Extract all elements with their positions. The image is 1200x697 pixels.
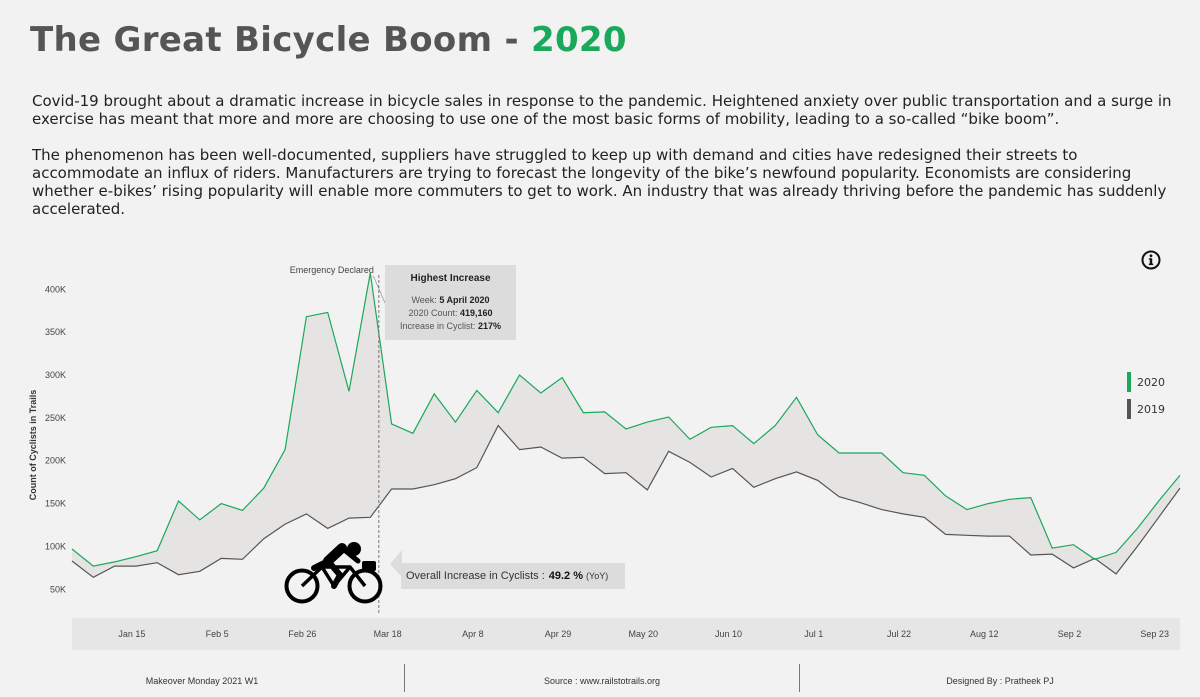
highest-week-value: 5 April 2020	[439, 295, 490, 305]
x-tick-label: Apr 29	[545, 629, 572, 639]
y-tick-label: 50K	[50, 584, 66, 594]
y-tick-label: 400K	[45, 284, 66, 294]
title-prefix: The Great Bicycle Boom -	[30, 20, 531, 60]
x-tick-label: Mar 18	[374, 629, 402, 639]
y-axis-label: Count of Cyclists in Trails	[28, 390, 38, 501]
overall-increase-callout: Overall Increase in Cyclists : 49.2 % (Y…	[401, 563, 625, 589]
footer-source: Source : www.railstotrails.org	[543, 676, 661, 686]
overall-increase-label: Overall Increase in Cyclists :	[406, 570, 545, 582]
chart: 50K 100K 150K 200K 250K 300K 350K 400K Count of…	[28, 265, 1181, 650]
y-tick-label: 200K	[45, 456, 66, 466]
highest-increase-leader	[372, 275, 386, 304]
page-title: The Great Bicycle Boom - 2020	[30, 20, 627, 60]
cyclist-icon	[284, 542, 383, 604]
footer-divider	[799, 664, 800, 692]
footer-makeover: Makeover Monday 2021 W1	[145, 676, 259, 686]
y-tick-label: 350K	[45, 327, 66, 337]
x-tick-label: Jul 1	[804, 629, 823, 639]
emergency-declared-label: Emergency Declared	[290, 265, 374, 275]
intro-paragraph-1: Covid-19 brought about a dramatic increa…	[32, 92, 1172, 128]
y-tick-label: 150K	[45, 499, 66, 509]
x-tick-label: Apr 8	[462, 629, 484, 639]
overall-increase-suffix: (YoY)	[586, 571, 609, 581]
highest-increase-value: 217%	[478, 321, 502, 331]
overall-increase-value: 49.2 %	[548, 570, 584, 582]
highest-week-label: Week:	[411, 295, 440, 305]
x-tick-label: May 20	[629, 629, 659, 639]
legend-swatch-2019	[1127, 399, 1131, 419]
footer: Makeover Monday 2021 W1 Source : www.rai…	[0, 660, 1200, 697]
x-tick-label: Jul 22	[887, 629, 911, 639]
x-tick-label: Feb 26	[288, 629, 316, 639]
x-tick-label: Aug 12	[970, 629, 999, 639]
footer-designer: Designed By : Pratheek PJ	[946, 676, 1054, 686]
x-tick-label: Sep 2	[1058, 629, 1082, 639]
y-tick-label: 100K	[45, 541, 66, 551]
difference-band	[72, 272, 1180, 578]
footer-divider	[404, 664, 405, 692]
x-tick-label: Feb 5	[206, 629, 229, 639]
highest-increase-callout: Highest Increase Week: 5 April 2020 2020…	[385, 265, 516, 340]
highest-count-label: 2020 Count:	[408, 308, 460, 318]
title-year: 2020	[531, 20, 627, 60]
highest-increase-label: Increase in Cyclist:	[399, 321, 478, 331]
x-axis-band	[72, 618, 1180, 650]
info-circle-icon[interactable]	[1141, 250, 1161, 270]
y-tick-label: 300K	[45, 370, 66, 380]
highest-count-value: 419,160	[460, 308, 493, 318]
highest-count: 2020 Count: 419,160	[385, 307, 516, 320]
intro-text: Covid-19 brought about a dramatic increa…	[32, 92, 1182, 236]
x-tick-label: Jan 15	[118, 629, 145, 639]
y-tick-label: 250K	[45, 413, 66, 423]
legend-label-2019: 2019	[1137, 402, 1165, 416]
series-line-2020	[71, 272, 1181, 567]
legend-item-2020[interactable]: 2020	[1127, 372, 1165, 392]
legend-label-2020: 2020	[1137, 375, 1165, 389]
y-axis: 50K 100K 150K 200K 250K 300K 350K 400K	[45, 284, 66, 594]
legend-swatch-2020	[1127, 372, 1131, 392]
highest-increase: Increase in Cyclist: 217%	[385, 320, 516, 333]
legend-item-2019[interactable]: 2019	[1127, 399, 1165, 419]
x-tick-label: Sep 23	[1140, 629, 1169, 639]
x-tick-label: Jun 10	[715, 629, 742, 639]
x-axis: Jan 15 Feb 5 Feb 26 Mar 18 Apr 8 Apr 29 May 20…	[118, 629, 1169, 639]
legend: 2020 2019	[1127, 372, 1165, 426]
overall-callout-pointer	[390, 550, 402, 577]
highest-week: Week: 5 April 2020	[385, 294, 516, 307]
highest-increase-title: Highest Increase	[410, 273, 491, 284]
series-line-2019	[71, 424, 1181, 579]
intro-paragraph-2: The phenomenon has been well-documented,…	[32, 146, 1167, 218]
